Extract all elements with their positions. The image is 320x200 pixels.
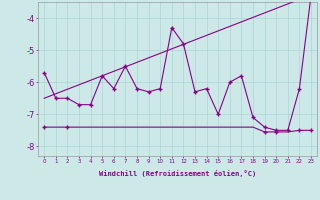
X-axis label: Windchill (Refroidissement éolien,°C): Windchill (Refroidissement éolien,°C) [99,170,256,177]
